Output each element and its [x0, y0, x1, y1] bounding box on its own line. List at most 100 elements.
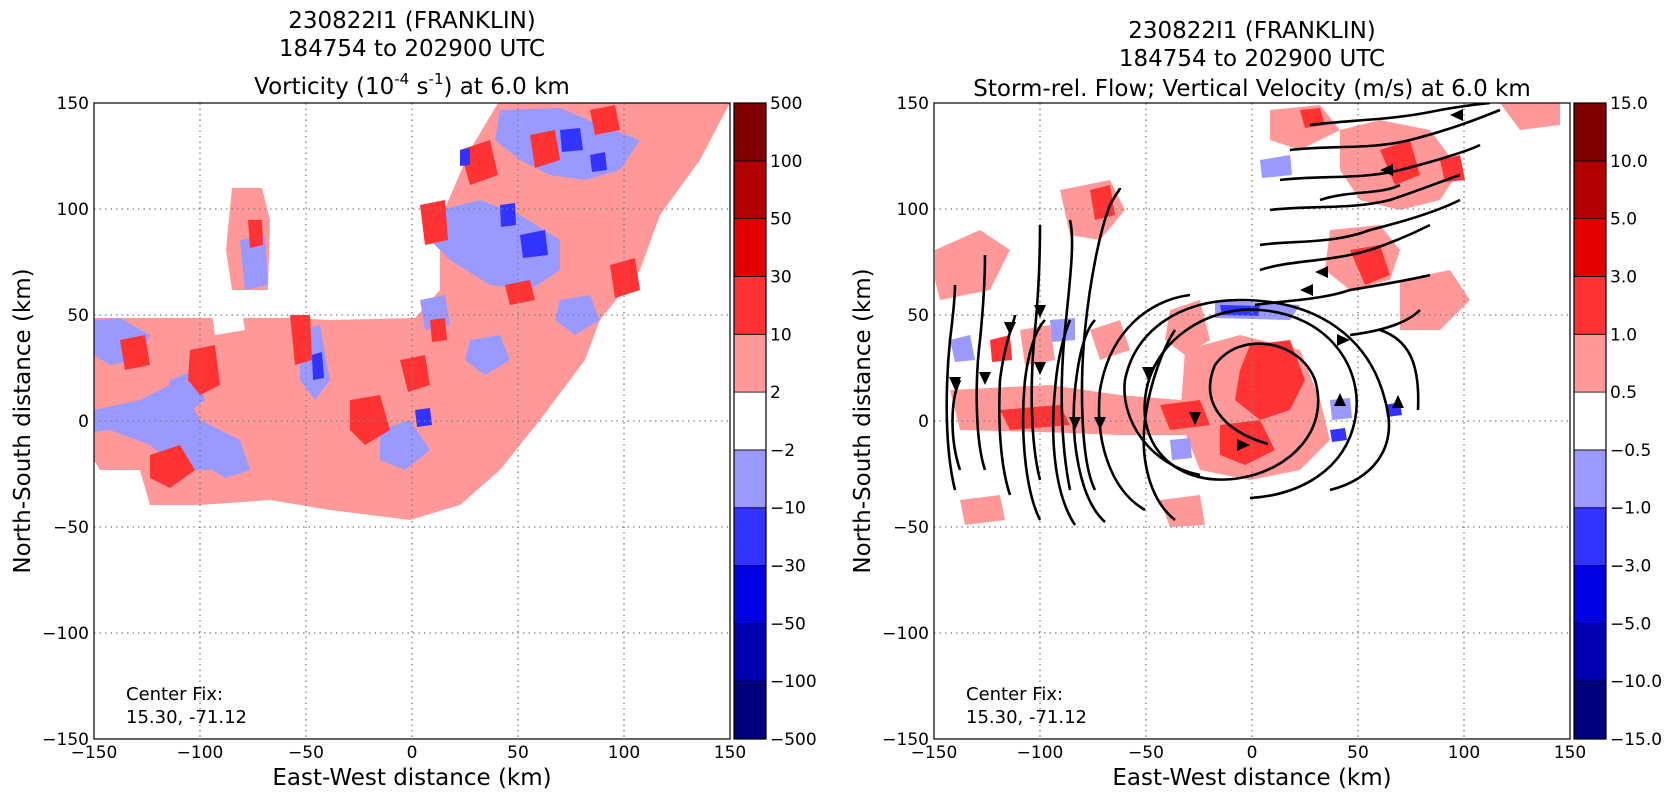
left-center-fix-value: 15.30, -71.12	[126, 707, 247, 728]
colorbar-segment	[733, 507, 767, 566]
vertical-velocity-panel: 230822I1 (FRANKLIN) 184754 to 202900 UTC…	[850, 18, 1662, 791]
colorbar-segment	[1573, 333, 1607, 393]
right-xtick: 100	[1448, 743, 1480, 763]
left-ytick: −50	[53, 518, 89, 538]
colorbar-segment	[733, 102, 767, 162]
streamline-arrows	[949, 109, 1463, 451]
streamline	[975, 254, 987, 471]
left-grid	[94, 103, 730, 739]
right-xtick: 150	[1554, 743, 1586, 763]
right-ytick: 150	[897, 94, 929, 114]
left-title-suffix: ) at 6.0 km	[444, 74, 570, 100]
colorbar-tick-label: 100	[770, 152, 802, 172]
right-center-fix-label: Center Fix:	[966, 684, 1063, 705]
colorbar-segment	[1573, 218, 1607, 277]
right-ytick: −50	[893, 518, 929, 538]
left-ytick: −100	[42, 624, 89, 644]
right-title-line-1: 230822I1 (FRANKLIN)	[1128, 18, 1376, 44]
right-ytick: 100	[897, 200, 929, 220]
colorbar-segment	[733, 449, 767, 509]
left-x-axis-label: East-West distance (km)	[272, 765, 551, 791]
colorbar-tick-label: 0.5	[1610, 383, 1637, 403]
colorbar-segment	[733, 333, 767, 393]
left-xtick: −150	[71, 743, 118, 763]
left-title-exp1: -4	[394, 70, 409, 88]
streamline	[1349, 309, 1421, 337]
streamline	[1142, 329, 1177, 522]
streamline	[1060, 219, 1074, 491]
streamline	[1289, 108, 1501, 152]
colorbar-segment	[733, 218, 767, 277]
colorbar-tick-label: 5.0	[1610, 210, 1637, 230]
streamline	[1379, 328, 1420, 411]
left-title-mid: s	[409, 74, 428, 100]
streamline	[951, 379, 962, 471]
colorbar-tick-label: −100	[770, 672, 817, 692]
left-ytick: 150	[57, 94, 89, 114]
streamline	[924, 340, 930, 470]
colorbar-tick-label: 3.0	[1610, 267, 1637, 287]
streamline	[1259, 198, 1461, 247]
left-title-line-3: Vorticity (10-4 s-1) at 6.0 km	[254, 70, 570, 100]
left-y-axis-label: North-South distance (km)	[10, 268, 36, 573]
colorbar-segment	[733, 391, 767, 451]
colorbar-tick-label: −5.0	[1610, 614, 1651, 634]
colorbar-segment	[1573, 160, 1607, 220]
right-title-line-2: 184754 to 202900 UTC	[1119, 46, 1385, 72]
colorbar-tick-label: −15.0	[1610, 730, 1662, 750]
right-yticks: −150 −100 −50 0 50 100 150	[882, 94, 929, 750]
colorbar-segment	[1573, 276, 1607, 335]
right-xtick: 50	[1347, 743, 1369, 763]
colorbar-tick-label: −10.0	[1610, 672, 1662, 692]
colorbar-tick-label: −10	[770, 499, 806, 519]
colorbar-tick-label: 1.0	[1610, 325, 1637, 345]
right-ytick: 0	[918, 412, 929, 432]
streamline	[1269, 173, 1461, 212]
colorbar-tick-label: 50	[770, 210, 792, 230]
colorbar-tick-label: −50	[770, 614, 806, 634]
colorbar-tick-label: 500	[770, 94, 802, 114]
colorbar-tick-label: 10	[770, 325, 792, 345]
left-center-fix-label: Center Fix:	[126, 684, 223, 705]
left-ytick: 100	[57, 200, 89, 220]
colorbar-segment	[733, 276, 767, 335]
streamline	[1080, 187, 1122, 491]
colorbar-tick-label: −500	[770, 730, 817, 750]
colorbar-segment	[1573, 449, 1607, 509]
right-plot-frame	[933, 102, 1571, 740]
right-xtick: 0	[1247, 743, 1258, 763]
colorbar-segment	[1573, 507, 1607, 566]
left-ytick: 0	[78, 412, 89, 432]
left-xtick: 100	[608, 743, 640, 763]
left-title-exp2: -1	[429, 70, 444, 88]
colorbar-segment	[1573, 565, 1607, 624]
left-xtick: 0	[407, 743, 418, 763]
colorbar-segment	[733, 622, 767, 682]
left-ytick: −150	[42, 730, 89, 750]
colorbar-tick-label: −0.5	[1610, 441, 1651, 461]
left-title-prefix: Vorticity (10	[254, 74, 394, 100]
right-ytick: 50	[907, 306, 929, 326]
streamline	[1259, 223, 1431, 272]
streamline	[1319, 183, 1401, 202]
right-colorbar: −15.0 −10.0 −5.0 −3.0 −1.0 −0.5 0.5 1.0 3.0 5.0 10…	[1573, 94, 1662, 750]
streamline	[1309, 103, 1491, 127]
left-ytick: 50	[67, 306, 89, 326]
colorbar-segment	[1573, 102, 1607, 162]
colorbar-tick-label: −30	[770, 557, 806, 577]
streamline	[1030, 224, 1042, 481]
left-title-line-2: 184754 to 202900 UTC	[279, 36, 545, 62]
colorbar-tick-label: −3.0	[1610, 557, 1651, 577]
right-xtick: −100	[1017, 743, 1064, 763]
left-colorbar: −500 −100 −50 −30 −10 −2 2 10 30 50 100 500	[733, 94, 817, 750]
right-ytick: −150	[882, 730, 929, 750]
streamline	[1021, 319, 1046, 521]
colorbar-segment	[1573, 391, 1607, 451]
streamline	[945, 284, 957, 491]
storm-relative-streamlines	[924, 103, 1501, 526]
left-xtick: 150	[714, 743, 746, 763]
left-yticks: −150 −100 −50 0 50 100 150	[42, 94, 89, 750]
left-xtick: −50	[288, 743, 324, 763]
streamline	[1072, 319, 1106, 523]
colorbar-tick-label: −1.0	[1610, 499, 1651, 519]
